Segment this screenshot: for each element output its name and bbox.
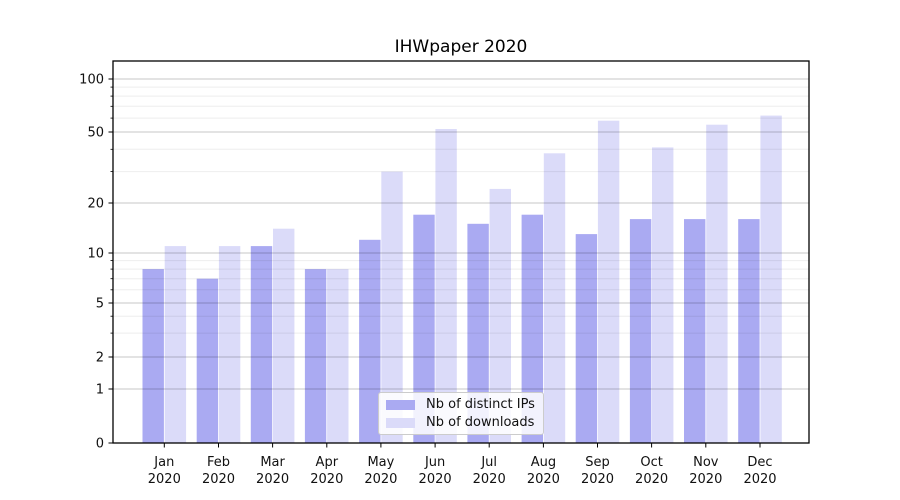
- y-tick-label: 2: [96, 351, 104, 366]
- x-tick-label-year: 2020: [743, 472, 776, 487]
- y-tick-label: 20: [87, 197, 104, 212]
- bar-distinct-ips-jun: [413, 214, 435, 443]
- y-tick-label: 1: [96, 383, 104, 398]
- bar-distinct-ips-sep: [575, 234, 598, 443]
- x-tick-label-year: 2020: [635, 472, 668, 487]
- bar-distinct-ips-jul: [467, 223, 489, 443]
- bar-distinct-ips-may: [359, 239, 381, 443]
- x-tick-label-month: Jan: [153, 455, 174, 470]
- bar-distinct-ips-aug: [521, 214, 543, 443]
- bar-downloads-jan: [164, 246, 187, 443]
- x-tick-label-month: Aug: [531, 455, 556, 470]
- bar-downloads-jun: [435, 129, 457, 443]
- x-tick-label-month: Dec: [747, 455, 772, 470]
- bar-distinct-ips-jan: [142, 269, 164, 443]
- legend-item-distinct-ips: Nb of distinct IPs: [386, 396, 535, 413]
- x-tick-label-year: 2020: [202, 472, 235, 487]
- y-tick-label: 100: [79, 73, 104, 88]
- bar-distinct-ips-feb: [196, 278, 219, 443]
- bar-distinct-ips-apr: [304, 269, 327, 443]
- x-tick-label-year: 2020: [419, 472, 452, 487]
- x-tick-label-month: Feb: [207, 455, 230, 470]
- bar-downloads-aug: [543, 153, 566, 444]
- x-tick-label-month: Oct: [640, 455, 662, 470]
- axes-spines: [112, 60, 810, 444]
- legend: Nb of distinct IPs Nb of downloads: [378, 392, 544, 435]
- x-tick-label-month: Sep: [585, 455, 610, 470]
- x-tick-label-year: 2020: [256, 472, 289, 487]
- y-tick-label: 0: [96, 437, 104, 452]
- bar-downloads-nov: [706, 124, 728, 443]
- bar-distinct-ips-mar: [250, 246, 273, 443]
- bar-downloads-jul: [489, 188, 511, 443]
- legend-label-downloads: Nb of downloads: [426, 415, 535, 430]
- x-tick-label-year: 2020: [689, 472, 722, 487]
- chart-title: IHWpaper 2020: [394, 37, 528, 57]
- bar-downloads-apr: [327, 269, 349, 443]
- ips-color-swatch-icon: [386, 399, 415, 410]
- x-tick-label-month: Mar: [260, 455, 285, 470]
- x-tick-label-month: Jul: [480, 455, 497, 470]
- x-tick-label-month: Apr: [316, 455, 339, 470]
- x-tick-label-year: 2020: [310, 472, 343, 487]
- x-tick-label-year: 2020: [527, 472, 560, 487]
- x-tick-label-month: Nov: [693, 455, 719, 470]
- x-tick-label-year: 2020: [473, 472, 506, 487]
- bar-downloads-dec: [760, 115, 782, 443]
- x-tick-label-year: 2020: [148, 472, 181, 487]
- x-tick-label-year: 2020: [581, 472, 614, 487]
- bar-distinct-ips-oct: [629, 219, 652, 443]
- bar-downloads-may: [381, 171, 403, 443]
- bar-distinct-ips-dec: [738, 219, 760, 443]
- bar-distinct-ips-nov: [684, 219, 706, 443]
- x-tick-label-month: May: [367, 455, 394, 470]
- y-tick-label: 10: [87, 247, 104, 262]
- bar-downloads-feb: [218, 246, 241, 443]
- legend-item-downloads: Nb of downloads: [386, 414, 535, 431]
- y-tick-label: 5: [96, 297, 104, 312]
- downloads-color-swatch-icon: [386, 417, 415, 428]
- bar-downloads-sep: [597, 120, 620, 443]
- bar-downloads-mar: [273, 228, 295, 443]
- x-tick-label-month: Jun: [424, 455, 445, 470]
- x-tick-label-year: 2020: [364, 472, 397, 487]
- y-tick-label: 50: [87, 126, 104, 141]
- legend-label-distinct-ips: Nb of distinct IPs: [426, 397, 535, 412]
- bar-downloads-oct: [652, 147, 674, 443]
